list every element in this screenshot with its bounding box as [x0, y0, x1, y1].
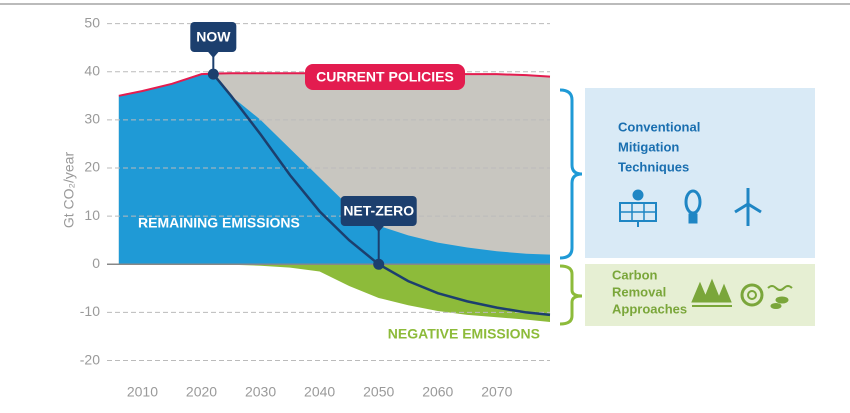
area	[118, 74, 551, 265]
panel-text: Removal	[612, 284, 666, 299]
y-tick-label: 0	[92, 255, 100, 271]
y-tick-label: -20	[80, 351, 100, 367]
area	[118, 264, 551, 323]
y-tick-label: 40	[84, 62, 100, 78]
plot	[107, 23, 551, 362]
point	[373, 258, 385, 270]
y-tick-label: 30	[84, 111, 100, 127]
pin-tip	[207, 51, 220, 58]
annotation: NOW	[196, 29, 231, 45]
bracket	[559, 88, 583, 260]
panel-text: Carbon	[612, 267, 658, 282]
pin-box	[190, 22, 237, 52]
x-tick-label: 2070	[481, 384, 512, 400]
icons	[691, 278, 793, 309]
x-tick-label: 2030	[245, 384, 276, 400]
pin-box	[340, 196, 417, 226]
panel-text: Mitigation	[618, 139, 679, 154]
bracket	[559, 264, 583, 326]
x-tick-label: 2040	[304, 384, 335, 400]
y-tick-label: 10	[84, 207, 100, 223]
y-tick-label: 50	[84, 14, 100, 30]
x-tick-label: 2020	[186, 384, 217, 400]
panel-texts: Conventional Mitigation Techniques Carbon Re…	[612, 119, 700, 316]
label-pill	[305, 64, 465, 90]
panel-text: Techniques	[618, 159, 689, 174]
panel-text: Conventional	[618, 119, 700, 134]
y-tick-label: 20	[84, 159, 100, 175]
y-tick-label: -10	[80, 303, 100, 319]
series-label: REMAINING EMISSIONS	[138, 215, 300, 231]
x-tick-label: 2050	[363, 384, 394, 400]
annotation: NET-ZERO	[343, 203, 414, 219]
y-axis-label: Gt CO₂/year	[61, 152, 77, 229]
x-tick-label: 2010	[127, 384, 158, 400]
x-tick-label: 2060	[422, 384, 453, 400]
pin-tip	[372, 225, 385, 232]
series-label: NEGATIVE EMISSIONS	[388, 326, 540, 342]
panel-text: Approaches	[612, 301, 687, 316]
series-label: CURRENT POLICIES	[316, 69, 454, 85]
point	[207, 68, 219, 80]
icons	[619, 188, 762, 227]
panel-bg	[585, 88, 815, 258]
